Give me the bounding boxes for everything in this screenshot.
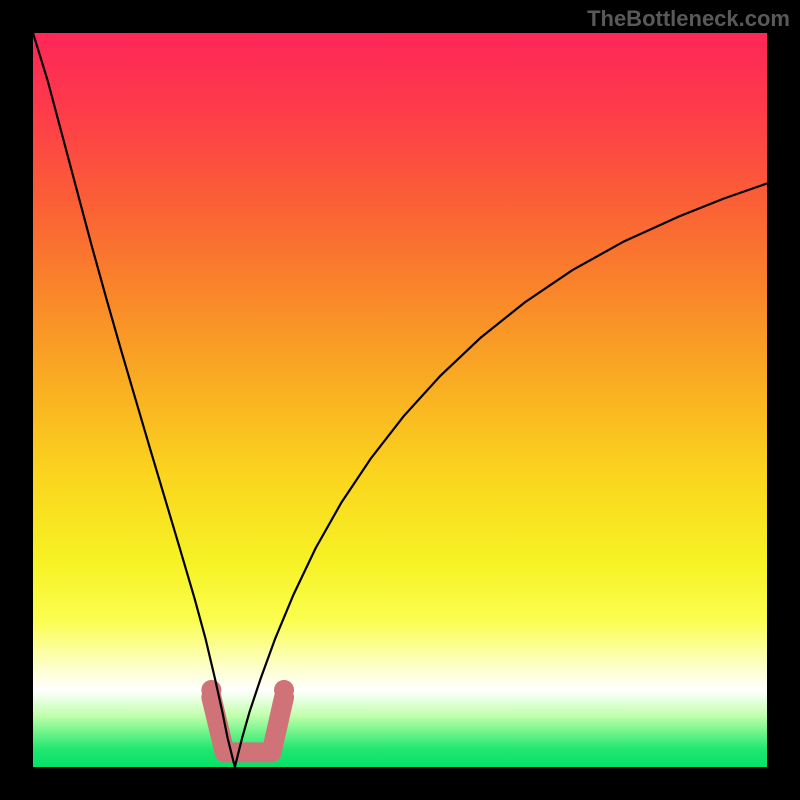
chart-svg <box>33 33 767 767</box>
plot-area <box>33 33 767 767</box>
chart-frame: TheBottleneck.com <box>0 0 800 800</box>
gradient-background <box>33 33 767 767</box>
watermark-text: TheBottleneck.com <box>587 6 790 32</box>
